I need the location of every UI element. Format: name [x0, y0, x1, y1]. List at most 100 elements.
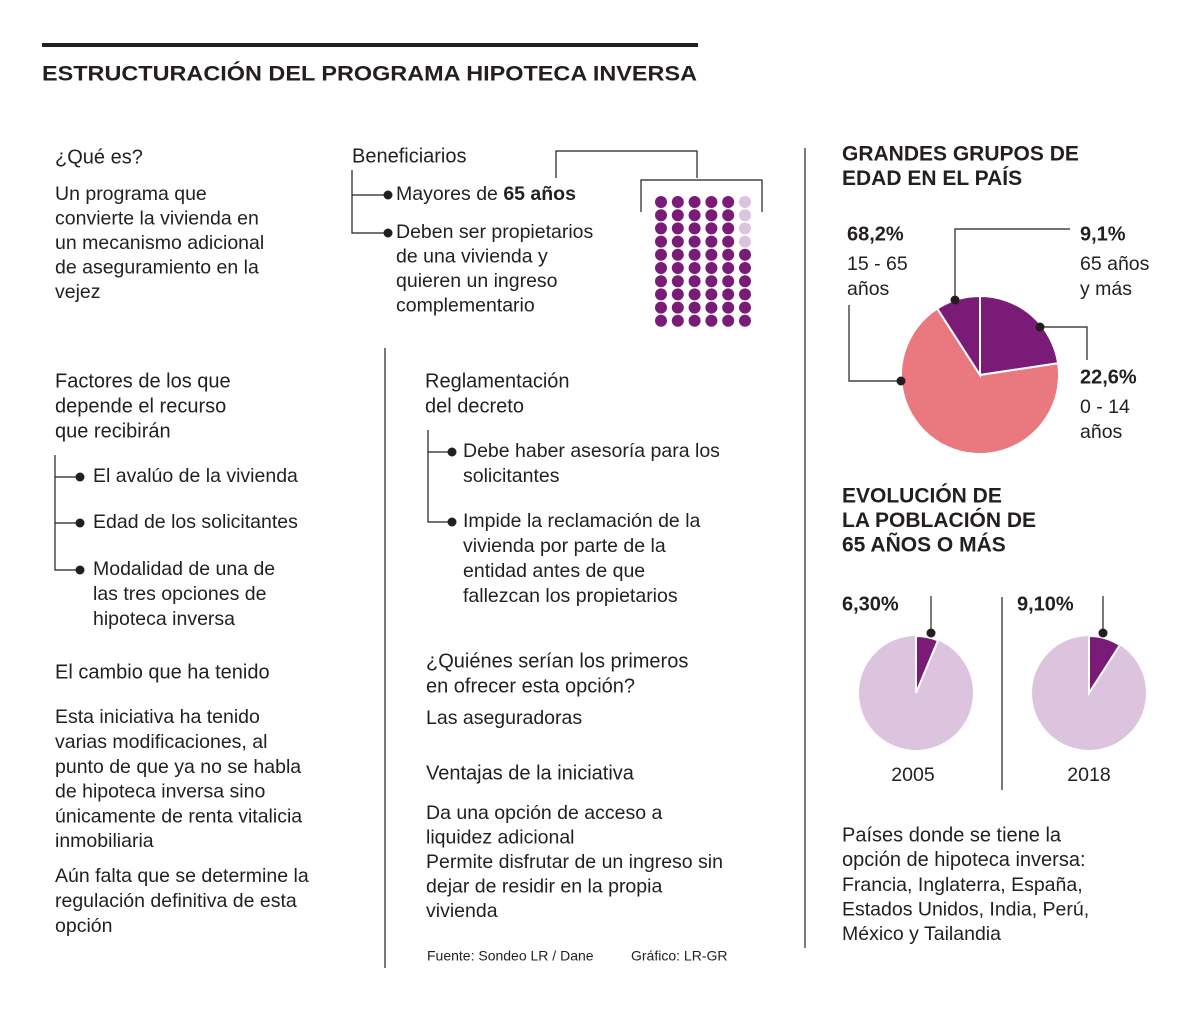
dot: [655, 248, 667, 261]
text-line: vivienda por parte de la: [463, 535, 666, 557]
dot: [688, 314, 701, 327]
text-line: Esta iniciativa ha tenido: [55, 706, 260, 728]
dot: [688, 222, 701, 235]
heading: Países donde se tiene la: [842, 824, 1062, 846]
category-label: años: [847, 278, 890, 300]
dot: [671, 222, 684, 235]
heading: ¿Qué es?: [55, 146, 143, 168]
dot: [722, 275, 735, 288]
text-line: quieren un ingreso: [396, 270, 558, 292]
category-label: y más: [1080, 278, 1132, 300]
text-line: El avalúo de la vivienda: [93, 465, 298, 487]
value-label: 6,30%: [842, 593, 899, 615]
text-line: punto de que ya no se habla: [55, 756, 301, 778]
dot: [739, 248, 751, 261]
chart-title: LA POBLACIÓN DE: [842, 508, 1036, 532]
leader-dot: [896, 376, 906, 386]
dot: [705, 301, 718, 314]
text-line: inmobiliaria: [55, 830, 154, 852]
dot: [671, 209, 684, 222]
dot: [671, 301, 684, 314]
value-label: 9,1%: [1080, 223, 1126, 245]
dot: [655, 275, 667, 288]
dot: [671, 248, 684, 261]
dot: [688, 301, 701, 314]
dot: [705, 235, 718, 248]
dot-grid: [655, 196, 751, 327]
dot: [655, 314, 667, 327]
dot: [688, 248, 701, 261]
text-line: Debe haber asesoría para los: [463, 440, 720, 462]
text-line: las tres opciones de: [93, 583, 266, 605]
text-line: varias modificaciones, al: [55, 731, 267, 753]
page-title: ESTRUCTURACIÓN DEL PROGRAMA HIPOTECA INV…: [42, 62, 697, 86]
heading: Ventajas de la iniciativa: [426, 762, 635, 784]
chart-title: 65 AÑOS O MÁS: [842, 534, 1006, 557]
dot: [705, 209, 718, 222]
heading: El cambio que ha tenido: [55, 661, 270, 683]
dot: [688, 209, 701, 222]
dot: [688, 288, 701, 301]
heading: que recibirán: [55, 420, 171, 442]
text-line: solicitantes: [463, 465, 560, 487]
dot: [671, 262, 684, 274]
dot: [722, 314, 735, 327]
value-label: 22,6%: [1080, 366, 1137, 388]
dot: [655, 288, 667, 301]
text-line: Impide la reclamación de la: [463, 510, 701, 532]
category-label: 2005: [891, 764, 935, 786]
dot: [655, 235, 667, 248]
bracket: [351, 170, 388, 234]
text-line: Modalidad de una de: [93, 558, 275, 580]
dot: [688, 235, 701, 248]
text-line: únicamente de renta vitalicia: [55, 805, 302, 827]
pie-slice: [1088, 634, 1122, 697]
dot: [671, 196, 684, 208]
dot: [722, 235, 735, 248]
leader-line: [848, 305, 901, 382]
dot: [739, 301, 751, 314]
heading: depende el recurso: [55, 395, 226, 417]
dot: [671, 275, 684, 288]
text: Mayores de: [396, 183, 498, 205]
dot: [722, 209, 735, 222]
bracket: [555, 150, 698, 178]
dot: [722, 301, 735, 314]
text-line: convierte la vivienda en: [55, 208, 259, 230]
text-line: Edad de los solicitantes: [93, 511, 298, 533]
text-line: opción: [55, 915, 112, 937]
dot: [739, 235, 751, 248]
dot: [739, 288, 751, 301]
dot: [739, 196, 751, 208]
leader-dot: [1098, 628, 1108, 638]
dot: [705, 222, 718, 235]
dot: [705, 196, 718, 208]
text-line: Aún falta que se determine la: [55, 865, 309, 887]
dot: [722, 222, 735, 235]
text-line: de una vivienda y: [396, 246, 548, 268]
dot: [671, 288, 684, 301]
dot: [739, 314, 751, 327]
category-label: 0 - 14: [1080, 396, 1130, 418]
dot: [739, 222, 751, 235]
dot: [655, 209, 667, 222]
leader-dot: [1035, 322, 1045, 332]
dot: [688, 196, 701, 208]
dot: [739, 275, 751, 288]
text-line: dejar de residir en la propia: [426, 876, 662, 898]
chart-title: EVOLUCIÓN DE: [842, 484, 1002, 508]
source: Fuente: Sondeo LR / Dane: [427, 948, 594, 964]
dot: [655, 301, 667, 314]
dot: [688, 262, 701, 274]
value-label: 68,2%: [847, 223, 904, 245]
credit: Gráfico: LR-GR: [631, 948, 727, 964]
heading: Factores de los que: [55, 370, 231, 392]
text-line: vivienda: [426, 900, 498, 922]
text-line: de aseguramiento en la: [55, 257, 259, 279]
chart-title: EDAD EN EL PAÍS: [842, 167, 1022, 190]
dot: [705, 262, 718, 274]
heading: opción de hipoteca inversa:: [842, 849, 1086, 871]
dot: [671, 314, 684, 327]
bullets: [75, 190, 457, 575]
dot: [688, 275, 701, 288]
